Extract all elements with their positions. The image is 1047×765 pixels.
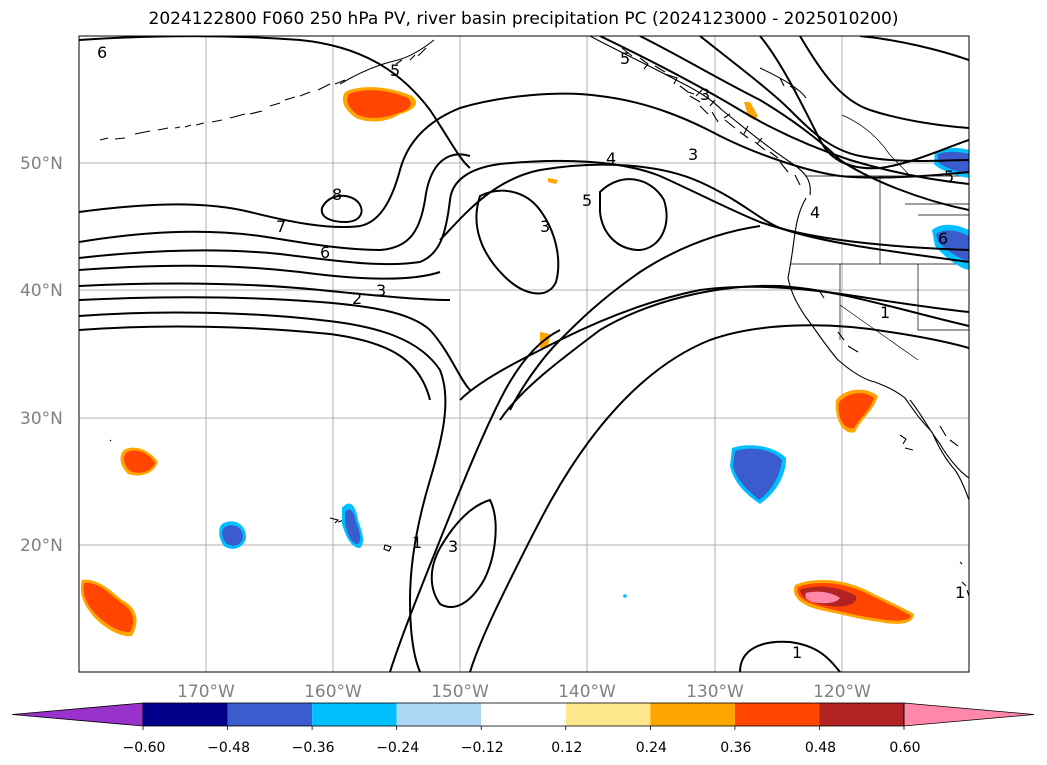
coastlines <box>99 36 969 597</box>
colorbar-tick-label: −0.48 <box>207 740 250 756</box>
colorbar-tick-label: 0.24 <box>636 740 667 756</box>
colorbar-swatch <box>481 703 566 726</box>
lat-label: 20°N <box>20 536 63 556</box>
colorbar-tick-label: 0.60 <box>889 740 920 756</box>
colorbar-tick-label: −0.24 <box>376 740 419 756</box>
lon-axis-labels: 170°W 160°W 150°W 140°W 130°W 120°W <box>177 682 871 702</box>
lon-label: 130°W <box>686 682 744 702</box>
contour-label: 3 <box>688 145 698 164</box>
colorbar-frame <box>142 702 905 727</box>
colorbar-tick-label: −0.12 <box>461 740 504 756</box>
colorbar-extend-high <box>903 702 1035 727</box>
colorbar-swatch <box>650 703 735 726</box>
contour-label: 3 <box>448 537 458 556</box>
colorbar-swatch <box>819 703 904 726</box>
contour-label: 1 <box>880 303 890 322</box>
contour-label: 5 <box>944 167 954 186</box>
lon-label: 120°W <box>813 682 871 702</box>
contour-label: 5 <box>620 49 630 68</box>
contour-label: 8 <box>332 185 342 204</box>
lon-label: 170°W <box>177 682 235 702</box>
colorbar-swatch <box>565 703 651 726</box>
political-borders <box>790 114 969 361</box>
contour-label: 3 <box>376 281 386 300</box>
colorbar-tick-label: −0.36 <box>292 740 335 756</box>
contour-label: 6 <box>938 229 948 248</box>
pv-contour-labels: 6 5 5 3 4 3 8 7 6 5 3 4 3 2 1 1 3 1 5 6 … <box>97 43 965 662</box>
lat-gridlines <box>79 162 969 546</box>
lat-axis-labels: 20°N 30°N 40°N 50°N <box>20 154 63 556</box>
colorbar: −0.60 −0.48 −0.36 −0.24 −0.12 0.12 0.24 0.36 0.4… <box>11 702 1035 756</box>
colorbar-swatch <box>227 703 313 726</box>
colorbar-swatch <box>143 703 228 726</box>
map-title: 2024122800 F060 250 hPa PV, river basin … <box>148 9 899 29</box>
contour-label: 2 <box>352 289 362 308</box>
contour-label: 4 <box>606 149 616 168</box>
lon-gridlines <box>205 36 843 672</box>
contour-label: 7 <box>276 217 286 236</box>
contour-label: 5 <box>582 191 592 210</box>
colorbar-tick-label: 0.48 <box>805 740 836 756</box>
map-frame <box>78 35 970 673</box>
contour-label: 3 <box>540 217 550 236</box>
lon-label: 150°W <box>431 682 489 702</box>
contour-label: 6 <box>97 43 107 62</box>
colorbar-swatch <box>396 703 482 726</box>
colorbar-tick-label: −0.60 <box>123 740 166 756</box>
colorbar-swatch <box>734 703 820 726</box>
colorbar-tick-label: 0.36 <box>720 740 751 756</box>
contour-label: 5 <box>390 61 400 80</box>
colorbar-extend-low <box>11 702 144 727</box>
contour-label: 6 <box>320 243 330 262</box>
contour-label: 1 <box>955 583 965 602</box>
contour-label: 1 <box>412 533 422 552</box>
lon-label: 140°W <box>558 682 616 702</box>
colorbar-tick-label: 0.12 <box>551 740 582 756</box>
pv-contours <box>79 36 969 672</box>
precip-pc-fill <box>80 87 969 637</box>
contour-label: 1 <box>792 643 802 662</box>
contour-label: 3 <box>700 85 710 104</box>
lon-label: 160°W <box>304 682 362 702</box>
lat-label: 40°N <box>20 281 63 301</box>
contour-label: 4 <box>810 203 820 222</box>
colorbar-swatch <box>312 703 397 726</box>
lat-label: 30°N <box>20 409 63 429</box>
lat-label: 50°N <box>20 154 63 174</box>
